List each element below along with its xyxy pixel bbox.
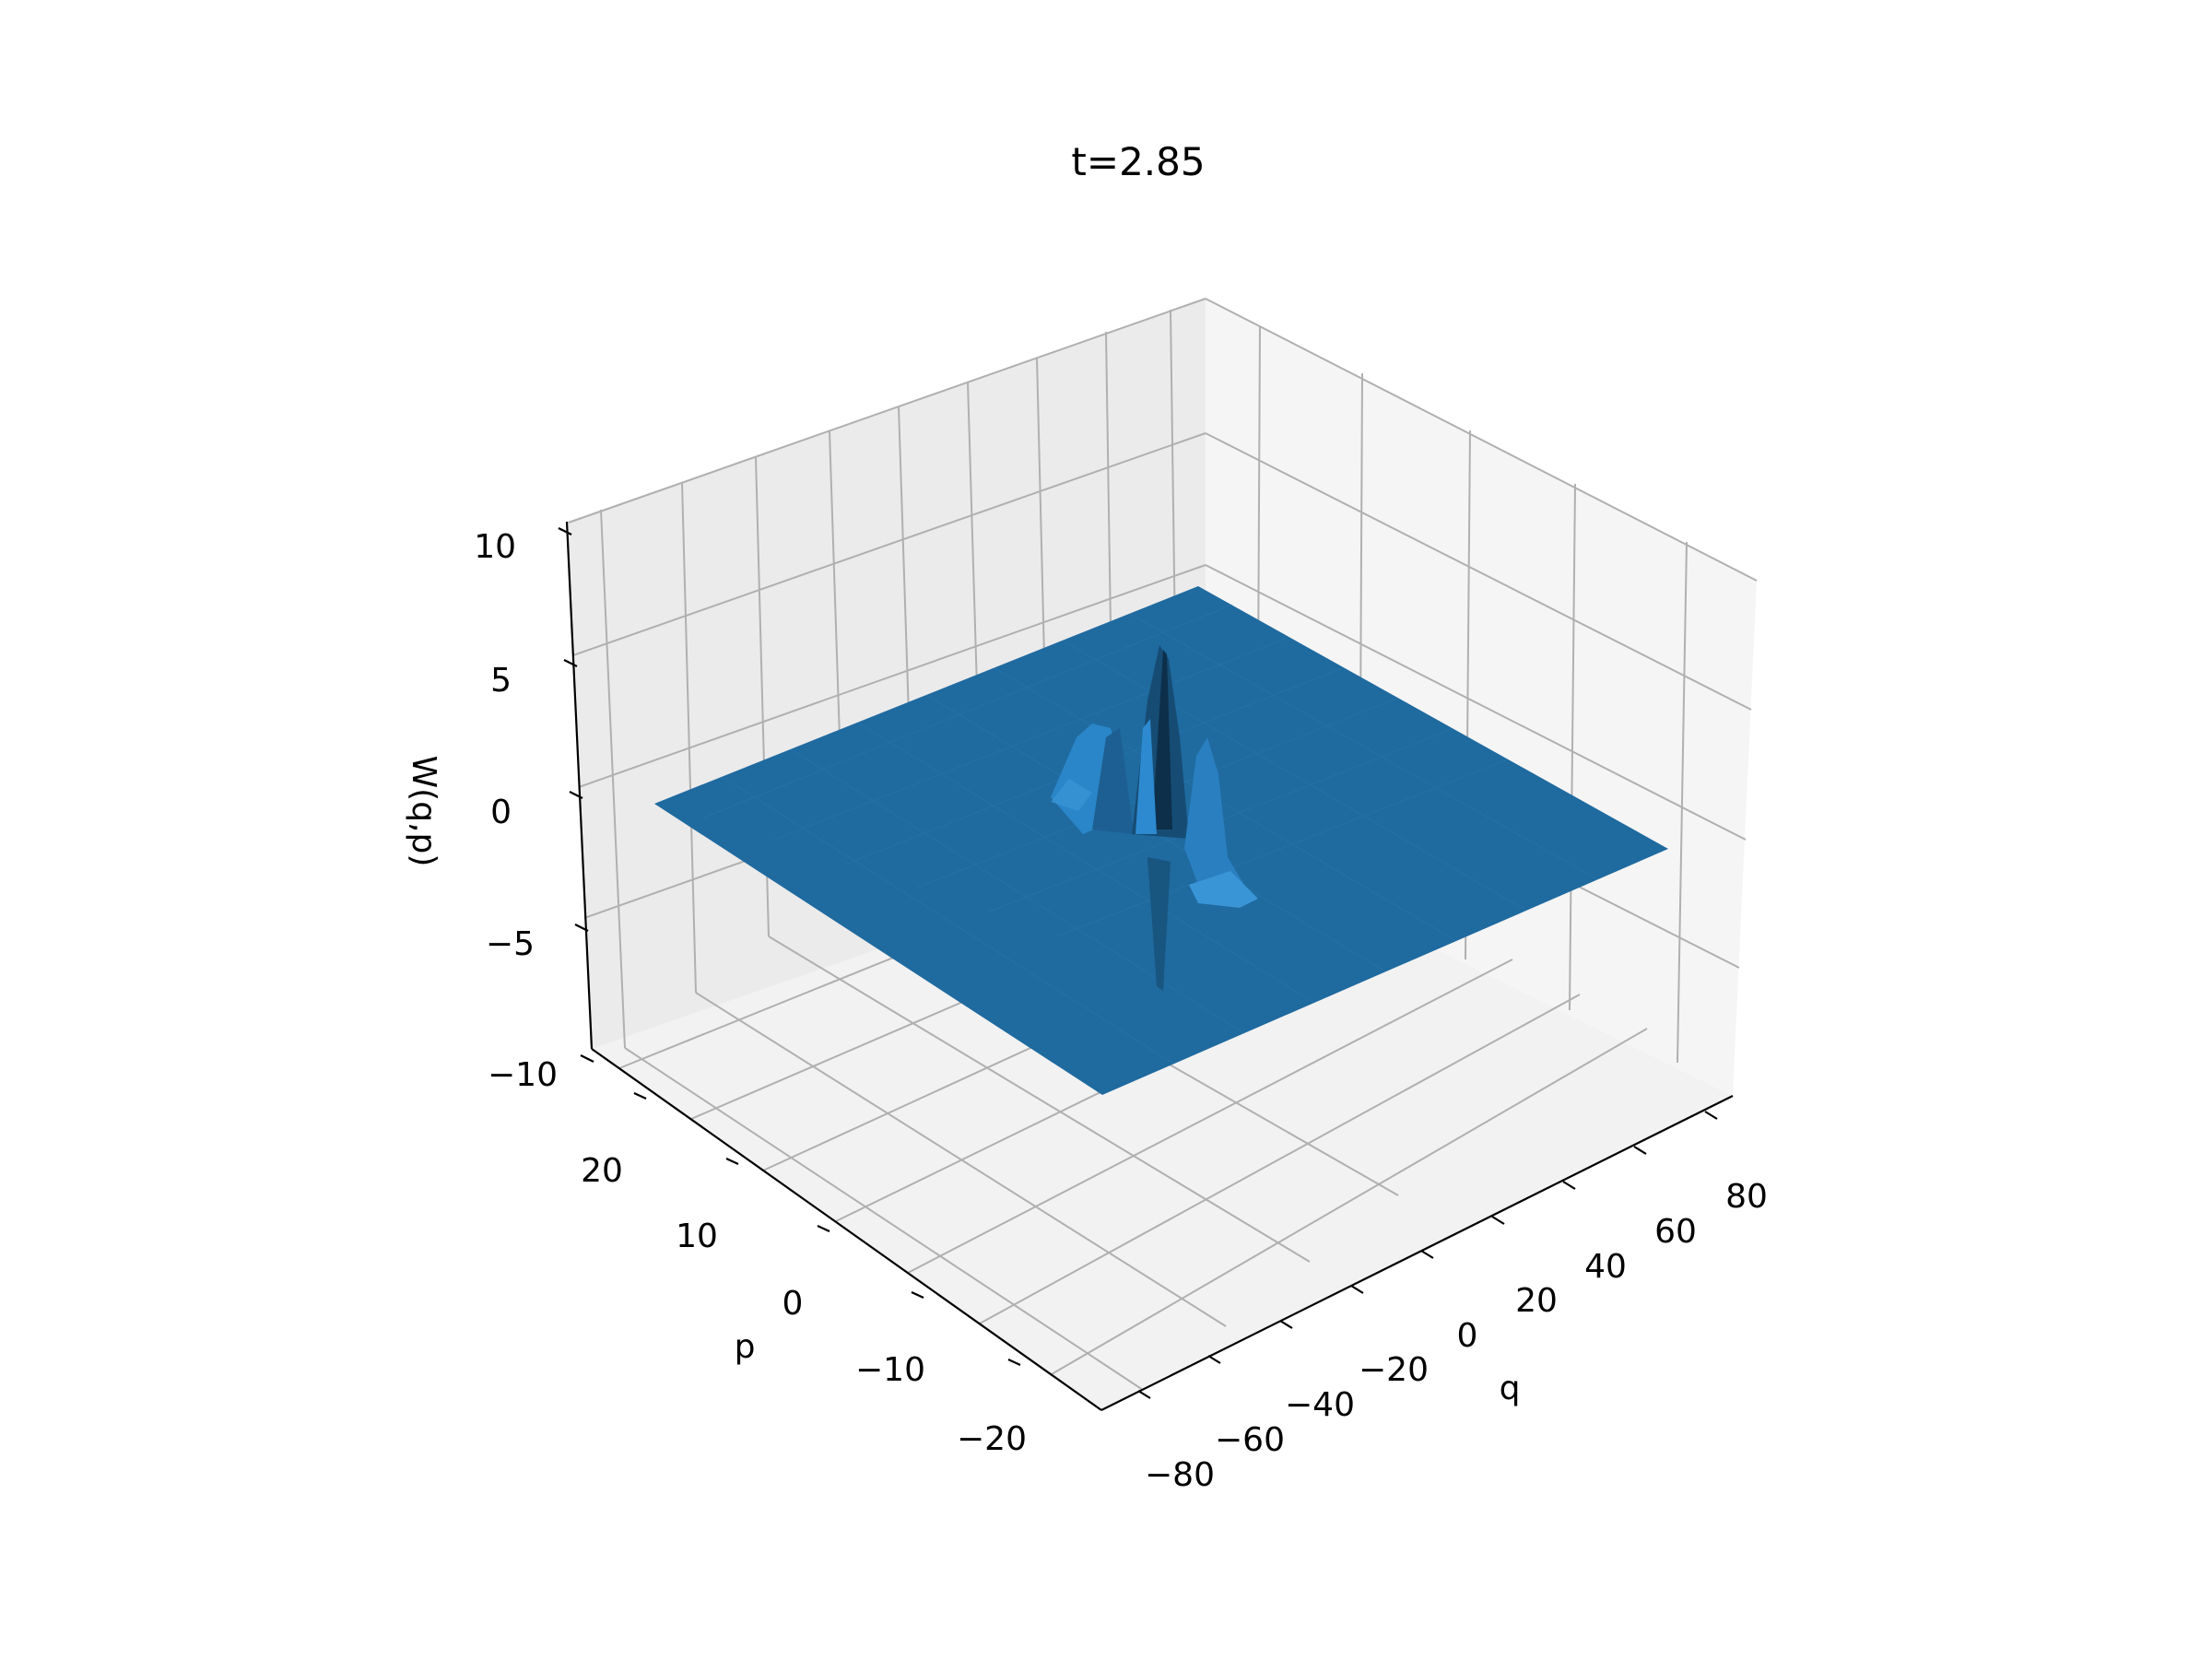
trough-q2: [1147, 857, 1171, 991]
p-tick-label: 20: [581, 1152, 623, 1190]
p-tick-label: 0: [782, 1285, 804, 1323]
q-tick-label: 0: [1457, 1317, 1478, 1355]
p-tick-labels: 20 10 0 −10 −20: [581, 1152, 1027, 1458]
peak-main-highlight: [1152, 650, 1172, 830]
z-tick-label: −10: [488, 1056, 558, 1094]
z-axis-label: W(q,p): [405, 756, 442, 867]
z-axis-line: [565, 521, 594, 1050]
peak-ripple-left: [1051, 779, 1092, 811]
q-tick-label: −80: [1145, 1456, 1215, 1494]
q-tick-label: 40: [1584, 1248, 1627, 1286]
z-tick-label: −5: [486, 925, 535, 963]
q-axis-line: [1100, 1095, 1734, 1411]
surface: [654, 586, 1668, 1095]
z-tick-label: 0: [490, 794, 512, 831]
q-tick-label: 60: [1654, 1213, 1697, 1251]
q-tick-label: −60: [1215, 1421, 1285, 1459]
p-axis-line: [591, 1048, 1102, 1411]
peak-ripple: [1189, 871, 1258, 908]
chart-title: t=2.85: [1071, 139, 1205, 184]
p-tick-label: −20: [957, 1420, 1027, 1458]
peak-cluster: [1051, 645, 1258, 991]
z-tick-label: 10: [474, 528, 516, 566]
q-tick-label: −40: [1285, 1386, 1355, 1424]
peak-ridge-left: [1092, 728, 1134, 834]
z-tick-labels: 10 5 0 −5 −10: [474, 528, 558, 1094]
q-axis-label: q: [1500, 1370, 1521, 1407]
peak-plus10-pminus3: [1184, 737, 1244, 885]
q-tick-label: 80: [1725, 1178, 1768, 1216]
q-tick-label: −20: [1359, 1351, 1429, 1389]
z-tick-label: 5: [490, 662, 512, 700]
tick-marks: [558, 527, 1718, 1399]
q-tick-labels: −80 −60 −40 −20 0 20 40 60 80: [1145, 1178, 1768, 1494]
q-tick-label: 20: [1515, 1282, 1558, 1320]
p-tick-label: 10: [676, 1218, 718, 1255]
p-tick-label: −10: [855, 1351, 925, 1389]
surface-plane: [654, 586, 1668, 1095]
axis-lines: [565, 521, 1734, 1411]
p-axis-label: p: [735, 1328, 756, 1366]
pane-floor: [592, 835, 1733, 1410]
peak-ridge-mid: [1135, 719, 1157, 834]
